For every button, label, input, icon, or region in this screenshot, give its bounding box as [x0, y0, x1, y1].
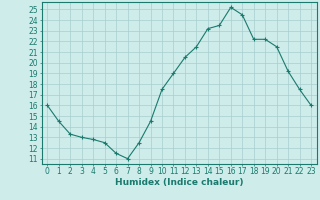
X-axis label: Humidex (Indice chaleur): Humidex (Indice chaleur) [115, 178, 244, 187]
